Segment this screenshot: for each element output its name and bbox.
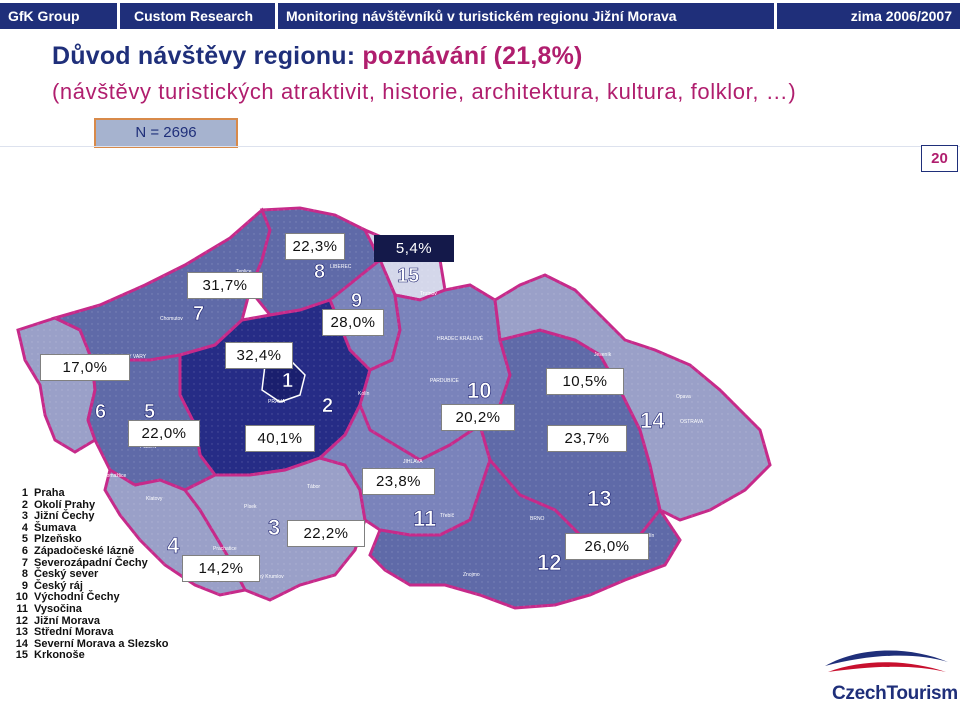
title-highlight: poznávání (21,8%) xyxy=(362,42,583,70)
value-label-region-10: 20,2% xyxy=(441,404,515,431)
region-number-7: 7 xyxy=(193,303,204,325)
city-praha: PRAHA xyxy=(268,399,286,405)
region-number-14: 14 xyxy=(640,408,665,433)
legend-item: 15 Krkonoše xyxy=(15,649,85,662)
legend-item: 12 Jižní Morava xyxy=(15,614,101,627)
legend-item: 8 Český sever xyxy=(21,568,99,581)
header-bar: GfK Group Custom Research Monitoring náv… xyxy=(0,0,960,32)
region-number-11: 11 xyxy=(413,506,436,531)
value-label-region-7: 31,7% xyxy=(187,272,263,299)
city-brno: BRNO xyxy=(530,516,545,522)
legend-item: 3 Jižní Čechy xyxy=(21,510,95,523)
study-name: Monitoring návštěvníků v turistickém reg… xyxy=(278,3,774,29)
czechtourism-logo-icon xyxy=(825,650,948,672)
period: zima 2006/2007 xyxy=(777,3,960,29)
city-jihlava: JIHLAVA xyxy=(403,459,423,465)
city-znojmo: Znojmo xyxy=(463,572,480,578)
title-prefix: Důvod návštěvy regionu: xyxy=(52,42,363,70)
city-cesky-krumlov: Český Krumlov xyxy=(250,573,284,580)
city-prachatice: Prachatice xyxy=(213,546,237,552)
city-kolin: Kolín xyxy=(358,391,370,397)
value-label-region-15: 5,4% xyxy=(374,235,454,262)
value-label-region-14: 10,5% xyxy=(546,368,624,395)
page-title: Důvod návštěvy regionu: poznávání (21,8%… xyxy=(52,42,583,71)
legend-item: 5 Plzeňsko xyxy=(21,533,82,546)
region-number-3: 3 xyxy=(268,515,280,540)
value-label-region-11: 23,8% xyxy=(362,468,435,495)
value-label-region-9: 28,0% xyxy=(322,309,384,336)
city-trutnov: Trutnov xyxy=(420,291,437,297)
city-klatovy: Klatovy xyxy=(146,496,163,502)
city-domazlice: Domažlice xyxy=(103,473,127,479)
legend-item: 6 Západočeské lázně xyxy=(21,544,135,557)
legend-item: 10 Východní Čechy xyxy=(15,591,120,604)
city-pisek: Písek xyxy=(244,504,257,510)
value-label-region-13: 23,7% xyxy=(547,425,627,452)
legend-item: 7 Severozápadní Čechy xyxy=(21,556,148,569)
region-number-10: 10 xyxy=(467,378,491,403)
city-opava: Opava xyxy=(676,394,691,400)
city-tabor: Tábor xyxy=(307,484,320,490)
legend-item: 11 Vysočina xyxy=(16,602,82,615)
company-name: GfK Group xyxy=(0,3,117,29)
city-ostrava: OSTRAVA xyxy=(680,419,704,425)
value-label-region-2: 32,4% xyxy=(225,342,293,369)
city-trebic: Třebíč xyxy=(440,513,455,519)
division-name: Custom Research xyxy=(120,3,275,29)
czechtourism-logo-text: CzechTourism xyxy=(832,683,958,704)
value-label-region-8: 22,3% xyxy=(285,233,345,260)
sample-size: N = 2696 xyxy=(94,118,238,148)
region-legend: 1 Praha 2 Okolí Prahy 3 Jižní Čechy 4 Šumava… xyxy=(10,487,169,662)
value-label-region-4: 14,2% xyxy=(182,555,260,582)
legend-item: 2 Okolí Prahy xyxy=(21,498,96,511)
legend-item: 4 Šumava xyxy=(21,521,77,534)
city-liberec: LIBEREC xyxy=(330,264,352,270)
divider xyxy=(0,146,960,147)
region-number-12: 12 xyxy=(537,550,561,575)
region-number-6: 6 xyxy=(95,401,106,423)
legend-item: 1 Praha xyxy=(21,487,65,499)
legend-item: 13 Střední Morava xyxy=(15,626,114,639)
value-label-region-5: 22,0% xyxy=(128,420,200,447)
region-number-13: 13 xyxy=(587,486,611,511)
value-label-region-12: 26,0% xyxy=(565,533,649,560)
page-number: 20 xyxy=(921,145,958,172)
legend-item: 14 Severní Morava a Slezsko xyxy=(15,637,169,650)
city-hradec: HRADEC KRÁLOVÉ xyxy=(437,335,484,342)
city-pardubice: PARDUBICE xyxy=(430,378,459,384)
region-number-8: 8 xyxy=(314,261,325,283)
region-number-9: 9 xyxy=(351,290,362,312)
region-number-4: 4 xyxy=(167,533,180,558)
region-number-2: 2 xyxy=(322,395,333,417)
city-jesenik: Jeseník xyxy=(594,352,612,358)
city-zlin: Zlín xyxy=(646,533,655,539)
region-number-15: 15 xyxy=(397,265,419,287)
value-label-region-1: 40,1% xyxy=(245,425,315,452)
city-chomutov: Chomutov xyxy=(160,316,183,322)
value-label-region-6: 17,0% xyxy=(40,354,130,381)
value-label-region-3: 22,2% xyxy=(287,520,365,547)
legend-item: 9 Český ráj xyxy=(21,579,83,592)
region-number-1: 1 xyxy=(282,370,293,392)
page-subtitle: (návštěvy turistických atraktivit, histo… xyxy=(52,79,797,104)
region-number-5: 5 xyxy=(144,401,155,423)
